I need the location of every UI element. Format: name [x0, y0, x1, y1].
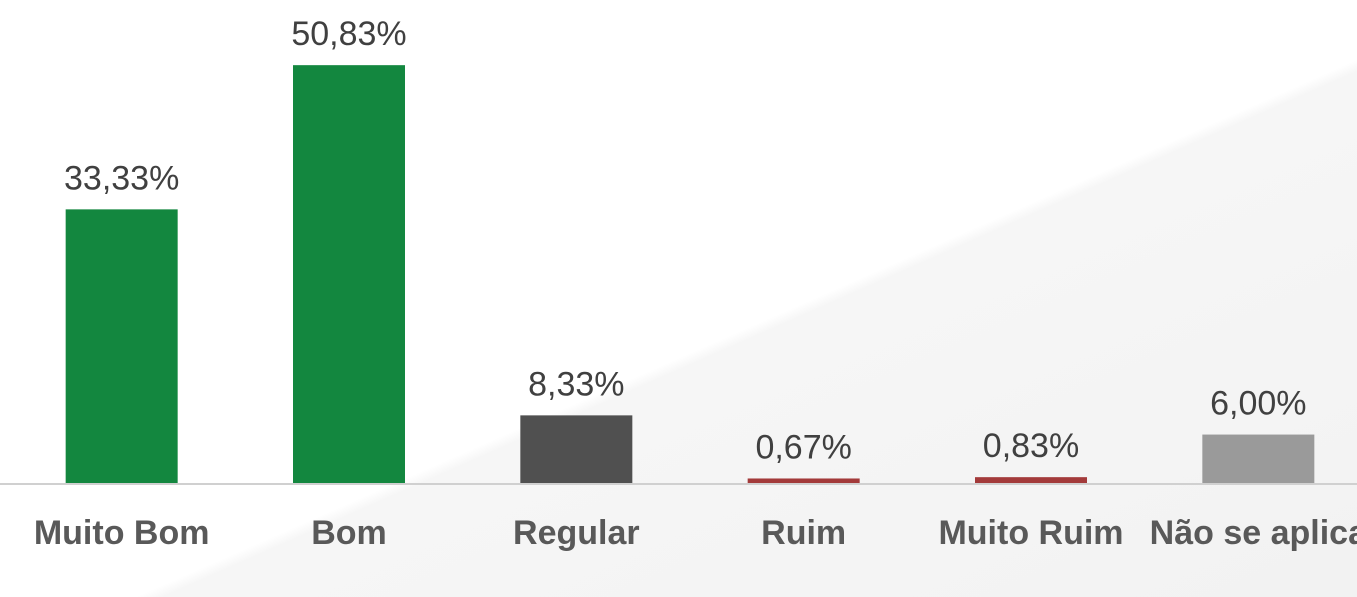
bar [65, 209, 178, 485]
value-label: 6,00% [1210, 385, 1306, 423]
bar [1202, 434, 1315, 484]
bar [520, 415, 633, 484]
value-label: 33,33% [64, 159, 179, 197]
bar [293, 65, 405, 484]
x-tick-label: Regular [513, 514, 640, 552]
bar [747, 478, 860, 484]
value-label: 0,83% [983, 427, 1079, 465]
x-tick-label: Ruim [761, 514, 846, 552]
x-tick-label: Bom [311, 514, 387, 552]
x-tick-label: Muito Ruim [938, 514, 1123, 552]
bar [975, 477, 1087, 484]
value-label: 8,33% [528, 365, 624, 403]
x-tick-label: Não se aplica [1150, 514, 1357, 552]
value-label: 0,67% [755, 428, 851, 466]
value-label: 50,83% [291, 15, 406, 53]
x-tick-label: Muito Bom [34, 514, 210, 552]
